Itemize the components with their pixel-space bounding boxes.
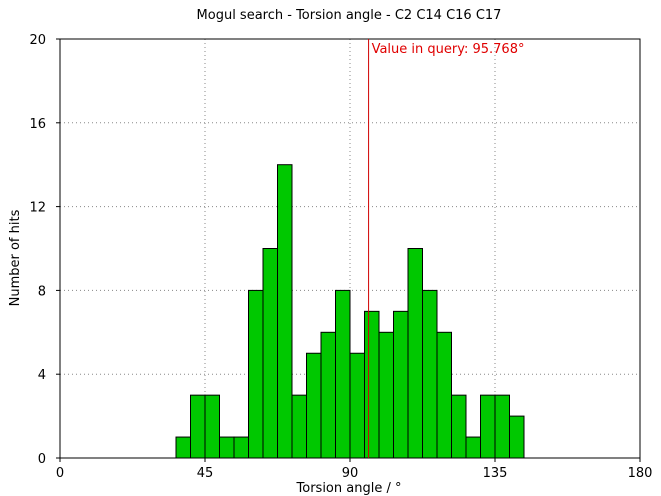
y-axis-label: Number of hits	[8, 209, 23, 306]
x-tick-label: 0	[56, 466, 64, 481]
x-axis-label: Torsion angle / °	[296, 481, 402, 496]
y-tick-label: 16	[29, 117, 46, 132]
histogram-bar	[451, 394, 467, 459]
histogram-bar	[190, 394, 206, 459]
histogram-bar	[248, 289, 264, 459]
histogram-bar	[204, 394, 220, 459]
bars	[175, 164, 525, 459]
histogram-bar	[465, 436, 481, 459]
histogram-bar	[436, 331, 452, 459]
y-tick-label: 8	[38, 284, 46, 299]
grid	[60, 39, 640, 458]
histogram-bar	[494, 394, 510, 459]
chart-title: Mogul search - Torsion angle - C2 C14 C1…	[197, 8, 502, 23]
histogram-bar	[219, 436, 235, 459]
histogram-bar	[480, 394, 496, 459]
y-tick-label: 20	[29, 33, 46, 48]
histogram-bar	[291, 394, 307, 459]
y-tick-label: 12	[29, 201, 46, 216]
histogram-bar	[233, 436, 249, 459]
x-tick-label: 90	[342, 466, 359, 481]
y-tick-label: 0	[38, 452, 46, 467]
histogram-bar	[407, 248, 423, 459]
histogram-bar	[320, 331, 336, 459]
histogram-bar	[306, 352, 322, 459]
histogram-bar	[378, 331, 394, 459]
histogram-bar	[422, 289, 438, 459]
histogram-bar	[509, 415, 525, 459]
histogram-bar	[364, 310, 380, 459]
x-tick-label: 135	[483, 466, 508, 481]
query-value-label: Value in query: 95.768°	[372, 42, 525, 57]
axis-ticks: 0 45 90 135 180 0 4 8 12 16 20	[29, 33, 652, 481]
histogram-bar	[262, 248, 278, 459]
x-tick-label: 180	[628, 466, 653, 481]
y-tick-label: 4	[38, 368, 46, 383]
histogram-bar	[335, 289, 351, 459]
histogram-bar	[175, 436, 191, 459]
histogram-bar	[277, 164, 293, 459]
histogram-bar	[349, 352, 365, 459]
x-tick-label: 45	[197, 466, 214, 481]
histogram-bar	[393, 310, 409, 459]
